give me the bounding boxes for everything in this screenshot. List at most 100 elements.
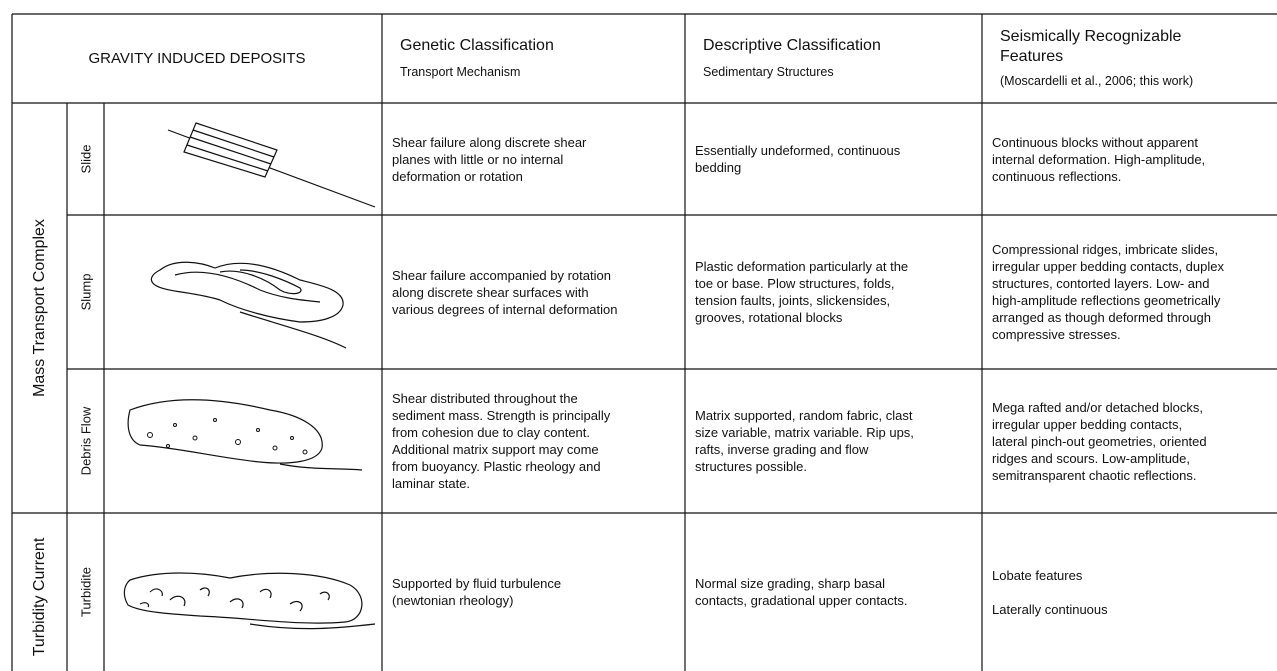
text-line: Shear failure accompanied by rotation — [392, 267, 611, 283]
clast — [147, 432, 153, 438]
header-title-text: GRAVITY INDUCED DEPOSITS — [88, 49, 306, 67]
cell-genetic: Shear failure accompanied by rotation alo… — [392, 215, 675, 369]
text-line: continuous reflections. — [992, 168, 1122, 184]
column-title: Features — [1000, 48, 1064, 65]
text-line: internal deformation. High-amplitude, — [992, 151, 1206, 167]
text-line: laminar state. — [392, 476, 471, 491]
text-line: Additional matrix support may come — [392, 442, 599, 457]
text-line: sediment mass. Strength is principally — [392, 408, 611, 423]
column-title: Descriptive Classification — [703, 37, 881, 54]
column-title: Seismically Recognizable — [1000, 28, 1182, 45]
column-subtitle: Sedimentary Structures — [703, 65, 834, 79]
text-line: along discrete shear surfaces with — [392, 284, 589, 300]
text-line: Continuous blocks without apparent — [992, 134, 1198, 150]
header-title: GRAVITY INDUCED DEPOSITS — [12, 14, 382, 103]
row-type: Turbidite — [78, 566, 94, 618]
cell-seismic: Compressional ridges, imbricate slides, i… — [992, 215, 1267, 369]
text-line: bedding — [695, 160, 742, 175]
text-line: tension faults, joints, slickensides, — [695, 293, 891, 308]
cell-genetic: Supported by fluid turbulence (newtonian … — [392, 513, 675, 671]
group-label: Mass Transport Complex — [31, 219, 48, 397]
text-line: Essentially undeformed, continuous — [695, 143, 901, 158]
paragraph: Shear distributed throughout the sediment… — [392, 390, 675, 492]
paragraph: Mega rafted and/or detached blocks, irreg… — [992, 399, 1267, 484]
text-line: from cohesion due to clay content. — [392, 425, 591, 440]
clast — [213, 418, 217, 422]
text-line: Shear failure along discrete shear — [392, 134, 587, 150]
text-line: semitransparent chaotic reflections. — [992, 467, 1197, 483]
column-header: Genetic Classification Transport Mechanis… — [400, 14, 667, 103]
cell-genetic: Shear failure along discrete shear planes… — [392, 103, 675, 215]
clast — [272, 445, 278, 451]
paragraph: Essentially undeformed, continuous beddin… — [695, 142, 972, 176]
text-line: size variable, matrix variable. Rip ups, — [695, 425, 914, 440]
text-line: grooves, rotational blocks — [695, 310, 843, 325]
debris-outline — [127, 399, 323, 464]
debris-sketch — [127, 399, 363, 471]
bedding — [189, 136, 272, 165]
row-type: Slump — [78, 273, 94, 311]
cell-seismic: Continuous blocks without apparent intern… — [992, 103, 1267, 215]
paragraph: Plastic deformation particularly at the t… — [695, 258, 972, 326]
turbidite-sketch — [123, 572, 376, 630]
turbidite-base — [249, 623, 376, 630]
row-type: Debris Flow — [78, 406, 94, 476]
text-line: Normal size grading, sharp basal — [695, 576, 886, 591]
text-line: high-amplitude reflections geometrically — [992, 293, 1221, 308]
text-line: various degrees of internal deformation — [392, 301, 618, 317]
text-line: deformation or rotation — [392, 168, 523, 184]
slide-sketch — [167, 122, 376, 208]
text-line: from buoyancy. Plastic rheology and — [392, 459, 601, 474]
text-line: Laterally continuous — [992, 601, 1108, 617]
cell-genetic: Shear distributed throughout the sediment… — [392, 369, 675, 513]
text-line: contacts, gradational upper contacts. — [695, 593, 908, 608]
paragraph: Continuous blocks without apparent intern… — [992, 134, 1267, 185]
clast — [192, 435, 198, 441]
text-line: (newtonian rheology) — [392, 593, 514, 608]
text-line: structures, contorted layers. Low- and — [992, 276, 1210, 291]
cell-seismic: Mega rafted and/or detached blocks, irreg… — [992, 369, 1267, 513]
cell-descriptive: Essentially undeformed, continuous beddin… — [695, 103, 972, 215]
column-header: Seismically Recognizable Features (Moscard… — [1000, 14, 1259, 103]
text-line: lateral pinch-out geometries, oriented — [992, 433, 1207, 449]
text-line: Compressional ridges, imbricate slides, — [992, 242, 1219, 257]
cell-descriptive: Normal size grading, sharp basal contacts… — [695, 513, 972, 671]
clast — [166, 444, 170, 448]
column-title: Genetic Classification — [400, 37, 554, 54]
text-line: Plastic deformation particularly at the — [695, 259, 909, 274]
text-line: Supported by fluid turbulence — [392, 576, 562, 591]
cell-descriptive: Plastic deformation particularly at the t… — [695, 215, 972, 369]
text-line: compressive stresses. — [992, 327, 1121, 342]
slump-sketch — [150, 261, 347, 349]
text-line: rafts, inverse grading and flow — [695, 442, 869, 457]
row-type: Slide — [78, 144, 94, 174]
paragraph: Matrix supported, random fabric, clast si… — [695, 407, 972, 475]
paragraph: Normal size grading, sharp basal contacts… — [695, 575, 972, 609]
swirl — [139, 587, 330, 612]
paragraph: Lobate features — [992, 567, 1267, 584]
text-line: Lobate features — [992, 567, 1083, 583]
clast — [235, 439, 241, 445]
text-line: planes with little or no internal — [392, 151, 564, 167]
group-label: Turbidity Current — [31, 537, 48, 656]
slump-fold — [174, 271, 321, 303]
paragraph: Shear failure along discrete shear planes… — [392, 134, 675, 185]
text-line: Mega rafted and/or detached blocks, — [992, 399, 1204, 415]
text-line: irregular upper bedding contacts, duplex — [992, 259, 1224, 274]
paragraph: Laterally continuous — [992, 601, 1267, 618]
bedding — [186, 144, 269, 172]
slump-outline — [150, 261, 344, 323]
text-line: Shear distributed throughout the — [392, 391, 578, 406]
text-line: toe or base. Plow structures, folds, — [695, 276, 895, 291]
clast — [173, 423, 177, 427]
column-subtitle: Transport Mechanism — [400, 65, 521, 79]
paragraph: Compressional ridges, imbricate slides, i… — [992, 241, 1267, 343]
clast — [256, 428, 260, 432]
bedding — [192, 129, 275, 158]
debris-base — [279, 463, 363, 471]
slump-base — [239, 311, 347, 349]
cell-descriptive: Matrix supported, random fabric, clast si… — [695, 369, 972, 513]
column-subtitle: (Moscardelli et al., 2006; this work) — [1000, 74, 1194, 88]
